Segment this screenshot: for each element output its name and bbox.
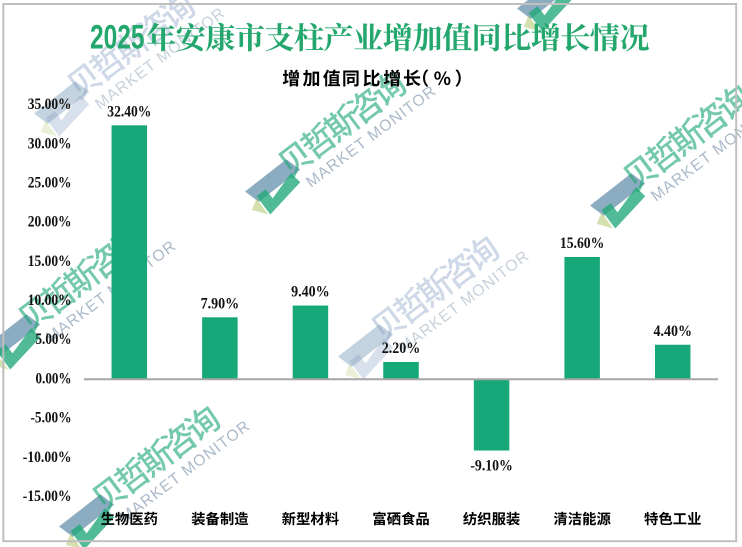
svg-text:9.40%: 9.40% [291, 284, 330, 301]
svg-text:25.00%: 25.00% [28, 175, 72, 192]
svg-text:2.20%: 2.20% [382, 340, 421, 357]
svg-text:15.00%: 15.00% [28, 253, 72, 270]
svg-text:10.00%: 10.00% [28, 292, 72, 309]
svg-text:0.00%: 0.00% [36, 370, 72, 387]
svg-text:32.40%: 32.40% [107, 104, 151, 121]
svg-text:2025: 2025 [90, 18, 145, 56]
svg-text:4.40%: 4.40% [653, 323, 692, 340]
svg-text:15.60%: 15.60% [560, 235, 605, 252]
svg-text:35.00%: 35.00% [28, 96, 72, 113]
svg-text:7.90%: 7.90% [201, 296, 240, 313]
svg-text:-5.00%: -5.00% [31, 410, 72, 427]
svg-text:5.00%: 5.00% [36, 331, 72, 348]
svg-text:-10.00%: -10.00% [23, 449, 72, 466]
svg-text:30.00%: 30.00% [28, 135, 72, 152]
svg-text:20.00%: 20.00% [28, 214, 72, 231]
svg-text:-9.10%: -9.10% [470, 458, 513, 475]
svg-text:-15.00%: -15.00% [23, 488, 72, 505]
